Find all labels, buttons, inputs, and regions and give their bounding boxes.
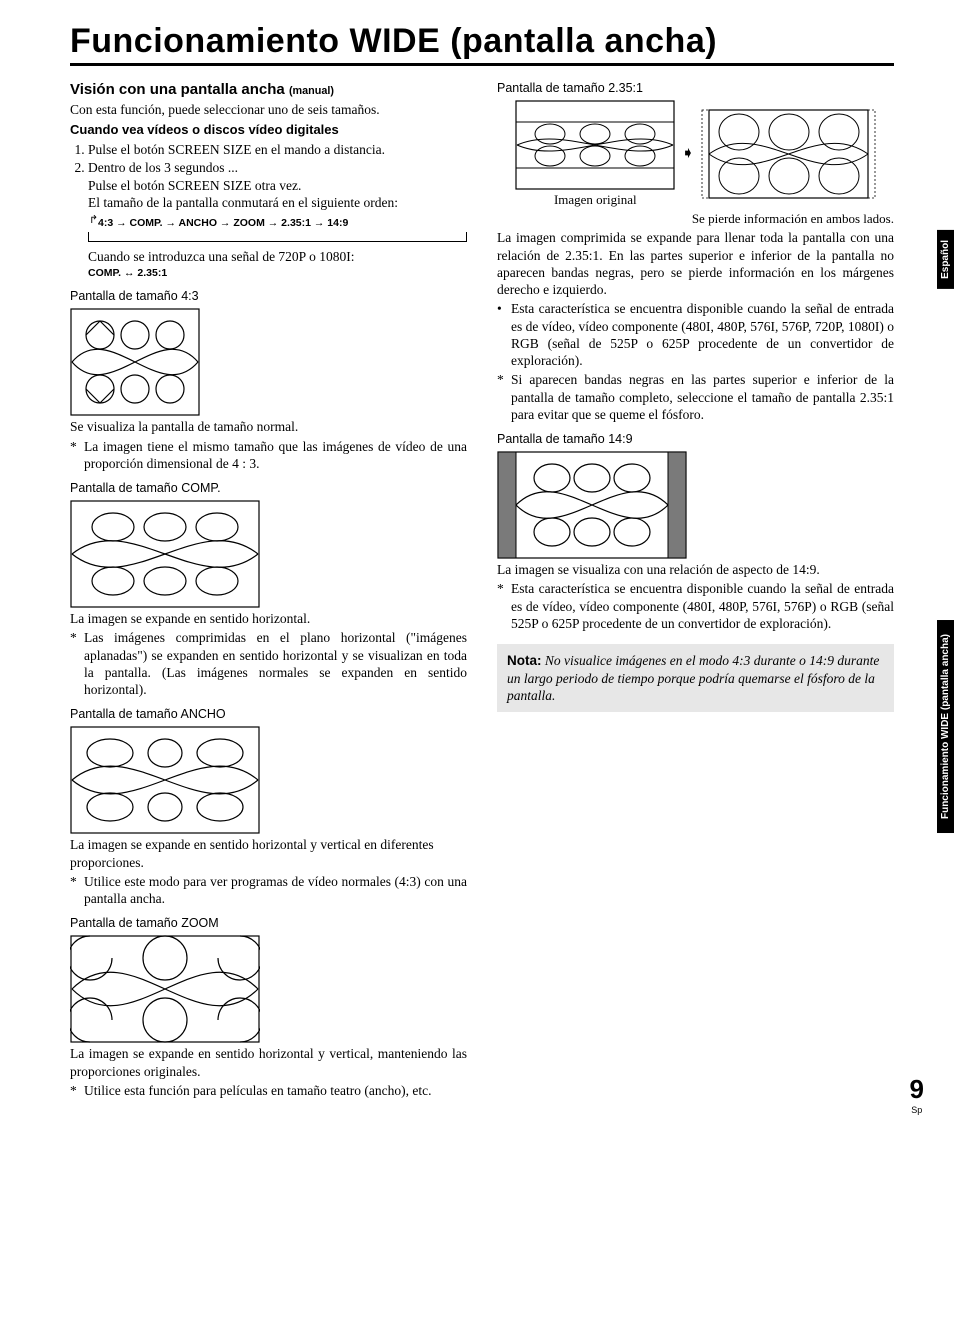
- p-comp-1: La imagen se expande en sentido horizont…: [70, 610, 467, 627]
- label-149: Pantalla de tamaño 14:9: [497, 431, 894, 447]
- sequence-arrow: ↱: [89, 215, 98, 226]
- section-heading: Visión con una pantalla ancha (manual): [70, 80, 467, 99]
- diagram-zoom: [70, 935, 467, 1043]
- signal-line: COMP. ↔ 2.35:1: [88, 267, 467, 280]
- page-number-value: 9: [910, 1074, 924, 1104]
- label-comp: Pantalla de tamaño COMP.: [70, 480, 467, 496]
- label-zoom: Pantalla de tamaño ZOOM: [70, 915, 467, 931]
- heading-text: Visión con una pantalla ancha: [70, 81, 285, 98]
- label-43: Pantalla de tamaño 4:3: [70, 288, 467, 304]
- step-2c: El tamaño de la pantalla conmutará en el…: [88, 195, 398, 210]
- caption-loss: Se pierde información en ambos lados.: [497, 211, 894, 228]
- step-1: Pulse el botón SCREEN SIZE en el mando a…: [88, 141, 467, 158]
- note-box: Nota: No visualice imágenes en el modo 4…: [497, 644, 894, 712]
- ast-235-1: Si aparecen bandas negras en las partes …: [511, 371, 894, 423]
- right-column: Pantalla de tamaño 2.35:1 Imagen origina…: [497, 80, 894, 1101]
- p-comp-2: Las imágenes comprimidas en el plano hor…: [84, 629, 467, 698]
- p-235-1: La imagen comprimida se expande para lle…: [497, 229, 894, 298]
- page-number: 9 Sp: [910, 1074, 924, 1115]
- sequence-text: 4:3 → COMP. → ANCHO → ZOOM → 2.35:1 → 14…: [88, 217, 467, 230]
- signal-note: Cuando se introduzca una señal de 720P o…: [88, 248, 467, 265]
- note-label: Nota:: [507, 653, 542, 668]
- step-2b: Pulse el botón SCREEN SIZE otra vez.: [88, 178, 301, 193]
- label-ancho: Pantalla de tamaño ANCHO: [70, 706, 467, 722]
- diagram-149: [497, 451, 894, 559]
- label-235: Pantalla de tamaño 2.35:1: [497, 80, 894, 96]
- p-43-2: La imagen tiene el mismo tamaño que las …: [84, 438, 467, 473]
- note-text: No visualice imágenes en el modo 4:3 dur…: [507, 653, 879, 703]
- step-2a: Dentro de los 3 segundos ...: [88, 160, 238, 175]
- subheading: Cuando vea vídeos o discos vídeo digital…: [70, 122, 467, 139]
- p-zoom-2: Utilice esta función para películas en t…: [84, 1082, 467, 1099]
- sequence-box: ↱ 4:3 → COMP. → ANCHO → ZOOM → 2.35:1 → …: [88, 217, 467, 241]
- diagram-comp: [70, 500, 467, 608]
- p-43-1: Se visualiza la pantalla de tamaño norma…: [70, 418, 467, 435]
- p-ancho-1: La imagen se expande en sentido horizont…: [70, 836, 467, 871]
- diagram-43: [70, 308, 467, 416]
- steps-list: Pulse el botón SCREEN SIZE en el mando a…: [70, 141, 467, 211]
- heading-suffix: (manual): [289, 85, 334, 97]
- p-149-1: La imagen se visualiza con una relación …: [497, 561, 894, 578]
- p-zoom-1: La imagen se expande en sentido horizont…: [70, 1045, 467, 1080]
- page-number-suffix: Sp: [910, 1105, 924, 1115]
- step-2: Dentro de los 3 segundos ... Pulse el bo…: [88, 159, 467, 211]
- p-ancho-2: Utilice este modo para ver programas de …: [84, 873, 467, 908]
- bul-235-1: Esta característica se encuentra disponi…: [511, 300, 894, 369]
- diagram-ancho: [70, 726, 467, 834]
- ast-149-1: Esta característica se encuentra disponi…: [511, 580, 894, 632]
- arrow-icon: ➧: [681, 144, 694, 164]
- page-title: Funcionamiento WIDE (pantalla ancha): [70, 22, 894, 66]
- left-column: Visión con una pantalla ancha (manual) C…: [70, 80, 467, 1101]
- diagram-235-row: Imagen original ➧: [497, 100, 894, 209]
- intro-text: Con esta función, puede seleccionar uno …: [70, 101, 467, 118]
- page: Funcionamiento WIDE (pantalla ancha) Vis…: [0, 0, 954, 1131]
- caption-original: Imagen original: [515, 192, 675, 209]
